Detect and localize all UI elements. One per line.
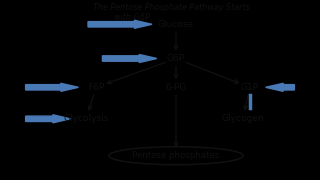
FancyArrow shape xyxy=(26,115,70,123)
FancyArrow shape xyxy=(102,54,157,62)
Text: The Pentose Phosphate Pathway Starts: The Pentose Phosphate Pathway Starts xyxy=(93,3,250,12)
Text: G1P: G1P xyxy=(241,83,259,92)
Text: 6-PG: 6-PG xyxy=(165,83,187,92)
Text: F6P: F6P xyxy=(88,83,104,92)
Bar xyxy=(0,0,24,180)
Text: Pentose phosphates: Pentose phosphates xyxy=(132,151,220,160)
Text: Glucose: Glucose xyxy=(158,20,194,29)
Text: G6P: G6P xyxy=(167,54,185,63)
Text: with G6P: with G6P xyxy=(114,14,149,22)
Text: Glycogen: Glycogen xyxy=(222,114,265,123)
FancyArrow shape xyxy=(26,83,78,91)
FancyArrow shape xyxy=(88,20,152,28)
Text: Glycolysis: Glycolysis xyxy=(64,114,109,123)
Bar xyxy=(296,0,320,180)
FancyArrow shape xyxy=(266,83,294,91)
